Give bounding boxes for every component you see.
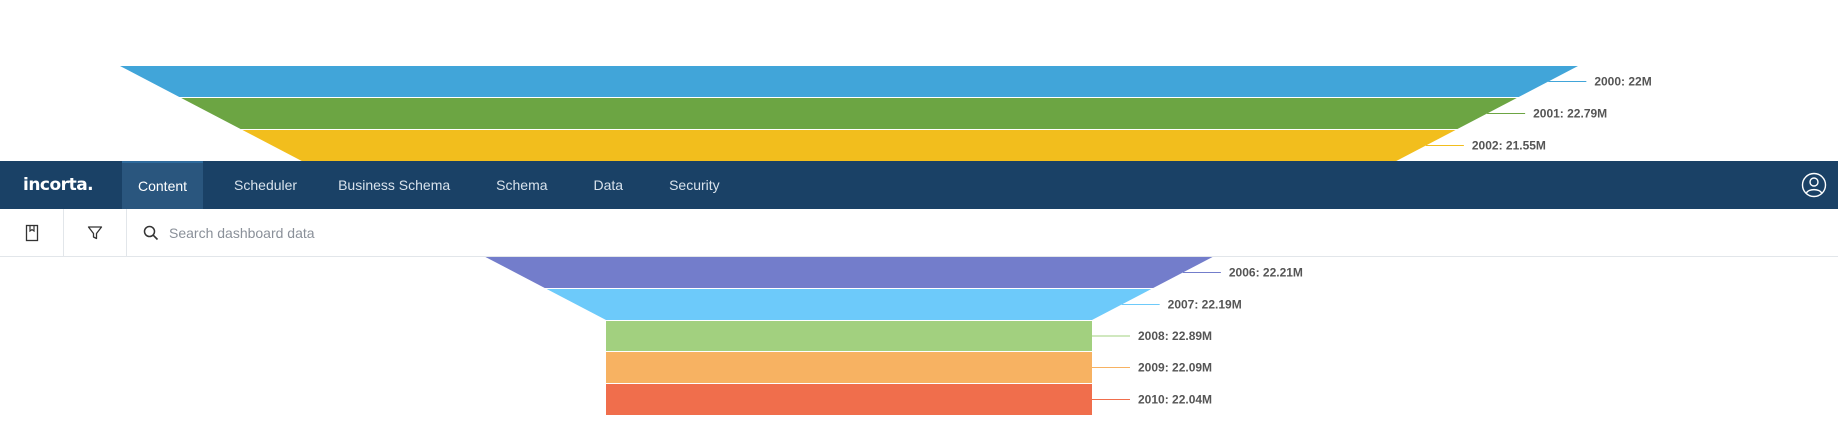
funnel-label-2010: 2010: 22.04M	[1138, 393, 1212, 407]
search-icon	[143, 225, 159, 240]
tab-scheduler[interactable]: Scheduler	[234, 177, 298, 193]
funnel-label-2007: 2007: 22.19M	[1168, 298, 1242, 312]
bookmark-icon	[25, 224, 38, 241]
funnel-label-2009: 2009: 22.09M	[1138, 361, 1212, 375]
funnel-segment-2008[interactable]	[606, 321, 1092, 351]
funnel-segment-2010[interactable]	[606, 384, 1092, 415]
funnel-label-2006: 2006: 22.21M	[1229, 266, 1303, 280]
search-bar	[127, 209, 1838, 256]
funnel-segment-2002[interactable]	[242, 130, 1456, 161]
funnel-segment-2000[interactable]	[120, 66, 1578, 97]
bookmark-button[interactable]	[0, 209, 64, 256]
funnel-label-2002: 2002: 21.55M	[1472, 139, 1546, 153]
tab-data[interactable]: Data	[593, 177, 624, 193]
incorta-logo[interactable]: incorta.	[23, 175, 94, 195]
funnel-label-2001: 2001: 22.79M	[1533, 107, 1607, 121]
filter-button[interactable]	[64, 209, 127, 256]
tab-schema[interactable]: Schema	[496, 177, 548, 193]
search-input[interactable]	[167, 223, 671, 242]
funnel-label-2008: 2008: 22.89M	[1138, 329, 1212, 343]
funnel-label-2000: 2000: 22M	[1594, 75, 1651, 89]
top-navbar: incorta. Content Scheduler Business Sche…	[0, 161, 1838, 209]
navbar-spacer	[743, 161, 1790, 209]
dashboard-toolbar	[0, 209, 1838, 257]
funnel-segment-2009[interactable]	[606, 352, 1092, 383]
funnel-segment-2001[interactable]	[181, 98, 1517, 129]
funnel-segment-2006[interactable]	[485, 257, 1213, 288]
tab-business-schema[interactable]: Business Schema	[338, 177, 451, 193]
user-menu-button[interactable]	[1790, 161, 1838, 209]
tab-content[interactable]: Content	[122, 161, 204, 209]
user-icon	[1801, 172, 1827, 198]
funnel-segment-2007[interactable]	[546, 289, 1152, 320]
tab-security[interactable]: Security	[669, 177, 720, 193]
filter-icon	[87, 225, 103, 239]
